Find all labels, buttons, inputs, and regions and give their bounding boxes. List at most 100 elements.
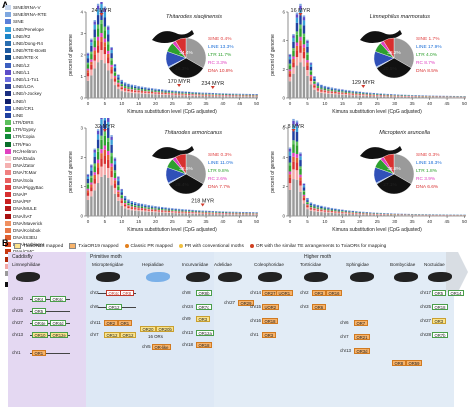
or-gene-box: OR8b (196, 290, 212, 296)
bar-segment (316, 92, 320, 98)
legend-entry: LINE/L1-Tx1 (5, 76, 65, 83)
bar-segment (292, 130, 295, 141)
bar-segment (330, 92, 334, 93)
moth-silhouette (394, 272, 418, 282)
bar-segment (316, 90, 320, 93)
peak-marker (177, 84, 182, 88)
legend-entry: LINE/RTE-X (5, 54, 65, 61)
peak-label: 170 MYR (168, 79, 191, 85)
panel-b-letter: B (2, 238, 9, 248)
y-tick-label: 2 (80, 155, 83, 160)
bar-segment (337, 94, 341, 98)
bar-segment (288, 151, 292, 156)
bar-segment (110, 139, 113, 145)
bar-segment (309, 207, 313, 208)
bar-segment (452, 97, 456, 98)
bar-segment (365, 95, 369, 98)
bar-segment (120, 198, 123, 200)
bar-segment (299, 9, 302, 16)
peak-marker (291, 129, 296, 132)
bar-segment (113, 77, 117, 79)
peak-marker (99, 13, 104, 16)
bar-segment (123, 88, 127, 90)
bar-segment (292, 120, 295, 125)
bar-segment (127, 203, 130, 204)
bar-segment (161, 207, 164, 209)
bar-segment (400, 96, 403, 98)
bar-segment (150, 93, 154, 95)
legend-label: LINE/Dong-R4 (13, 41, 43, 47)
or-gene-box: OR4c (50, 296, 66, 302)
bar-segment (288, 81, 292, 98)
bar-segment (306, 52, 309, 55)
bar-segment (214, 96, 218, 98)
x-tick-label: 30 (187, 101, 193, 106)
bar-segment (302, 25, 306, 34)
bar-segment (157, 207, 161, 209)
x-tick-label: 20 (357, 101, 363, 106)
legend-label: LTR/DIRS (13, 120, 34, 126)
taxon-label: Incurvariidae (182, 262, 209, 267)
bar-segment (107, 44, 110, 51)
bar-segment (123, 82, 127, 84)
legend-label: RC/Helitron (13, 148, 37, 154)
bar-segment (161, 91, 164, 93)
pie-category-label: DNA 6.6% (416, 184, 439, 190)
bar-segment (351, 95, 355, 98)
chromosome-label: chr27 (224, 300, 235, 305)
b-legend-entry: PR with conventional moths (178, 243, 244, 249)
bar-segment (341, 89, 344, 91)
pie-slice (185, 153, 207, 185)
bar-segment (144, 205, 147, 207)
legend-label: LINE/L1-Tx1 (13, 76, 39, 82)
bar-segment (100, 139, 103, 150)
bar-segment (107, 41, 110, 45)
chromosome-label: chr9 (182, 316, 191, 321)
bar-segment (302, 183, 306, 184)
bar-segment (130, 91, 134, 93)
peak-label: 24 MYR (92, 8, 112, 14)
bar-segment (341, 212, 344, 213)
y-tick-label: 1 (80, 74, 83, 79)
bar-segment (147, 209, 150, 211)
bar-segment (320, 210, 323, 212)
bar-segment (337, 89, 341, 90)
bar-segment (393, 215, 396, 216)
bar-segment (110, 152, 113, 157)
bar-segment (100, 125, 103, 136)
bar-segment (428, 215, 431, 216)
y-tick-label: 6 (282, 10, 285, 15)
bar-segment (194, 93, 198, 95)
legend-entry: DNA/IS3EU (5, 234, 65, 241)
y-tick-label: 3 (80, 126, 83, 131)
bar-segment (330, 208, 334, 210)
bar-segment (306, 201, 309, 203)
bar-segment (93, 190, 96, 216)
bar-segment (171, 209, 174, 210)
bar-segment (117, 77, 120, 80)
bar-segment (127, 89, 130, 90)
bar-segment (164, 93, 167, 95)
bar-segment (445, 97, 449, 98)
bar-segment (164, 211, 167, 213)
panel-a-letter: A (2, 0, 9, 10)
bar-segment (313, 87, 316, 90)
bar-segment (327, 87, 330, 89)
bar-segment (306, 75, 309, 98)
bar-segment (348, 93, 351, 95)
bar-segment (134, 207, 137, 209)
legend-entry: DNA/P (5, 191, 65, 198)
bar-segment (144, 208, 147, 210)
legend-entry: DNA/Kolobok (5, 227, 65, 234)
bar-segment (100, 158, 103, 167)
or-gene-box: OR12e (50, 332, 69, 338)
or-gene-box: OR3 (196, 316, 210, 322)
peak-label: 234 MYR (201, 81, 224, 87)
legend-entry: DNA/Harbinger (5, 241, 65, 248)
bar-segment (292, 35, 295, 38)
bar-segment (358, 94, 362, 96)
bar-segment (316, 89, 320, 91)
bar-segment (341, 91, 344, 93)
bar-segment (164, 212, 167, 216)
bar-segment (327, 211, 330, 212)
